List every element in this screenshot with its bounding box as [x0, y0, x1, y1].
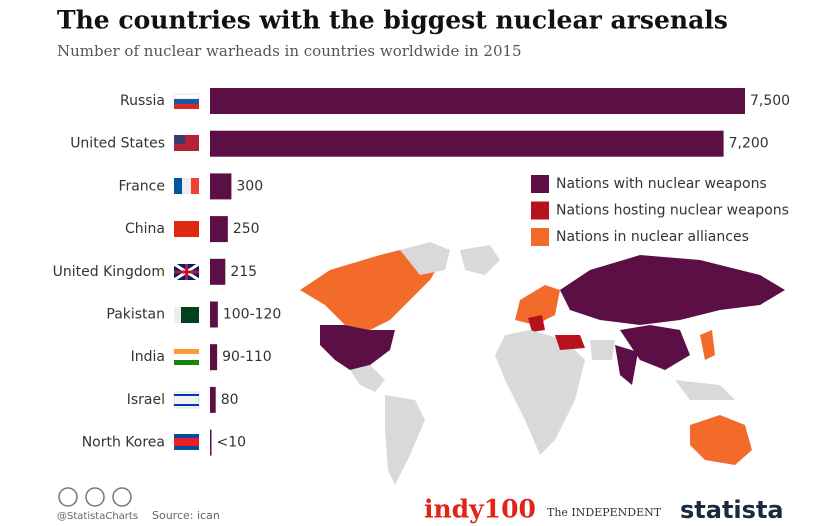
legend-swatch [531, 175, 549, 193]
category-label: France [118, 178, 165, 194]
bar [210, 88, 745, 114]
logo-independent: The INDEPENDENT [547, 506, 662, 519]
category-label: Pakistan [106, 307, 165, 323]
footer-source: Source: ican [152, 509, 220, 522]
category-label: China [125, 221, 165, 237]
bar [210, 130, 724, 157]
bar [210, 386, 216, 413]
bar [210, 301, 218, 328]
legend-swatch [531, 228, 549, 246]
value-label: 215 [230, 264, 257, 280]
category-label: United Kingdom [53, 264, 165, 280]
category-label: North Korea [82, 435, 165, 451]
category-label: India [131, 349, 165, 365]
category-label: Israel [127, 392, 165, 408]
value-label: 100-120 [223, 307, 282, 323]
bar [210, 216, 228, 243]
bar [210, 429, 212, 456]
bar [210, 258, 226, 285]
logo-statista: statista [680, 496, 784, 524]
value-label: 7,200 [729, 136, 769, 152]
legend-label: Nations hosting nuclear weapons [556, 203, 789, 219]
footer-handle: @StatistaCharts [57, 511, 138, 522]
value-label: <10 [217, 435, 247, 451]
category-label: Russia [120, 93, 165, 109]
flags [173, 93, 200, 450]
logo-indy100: indy100 [424, 495, 536, 524]
legend-label: Nations in nuclear alliances [556, 229, 749, 245]
footer-icons [58, 487, 132, 507]
value-label: 300 [236, 178, 263, 194]
value-label: 80 [221, 392, 239, 408]
value-label: 90-110 [222, 349, 272, 365]
category-label: United States [70, 136, 165, 152]
bar [210, 173, 232, 200]
value-label: 250 [233, 221, 260, 237]
legend-swatch [531, 201, 549, 220]
legend-label: Nations with nuclear weapons [556, 176, 767, 192]
chart-title: The countries with the biggest nuclear a… [57, 6, 728, 35]
bar [210, 344, 218, 371]
value-label: 7,500 [750, 93, 790, 109]
world-map [300, 242, 785, 485]
chart-subtitle: Number of nuclear warheads in countries … [57, 42, 522, 60]
